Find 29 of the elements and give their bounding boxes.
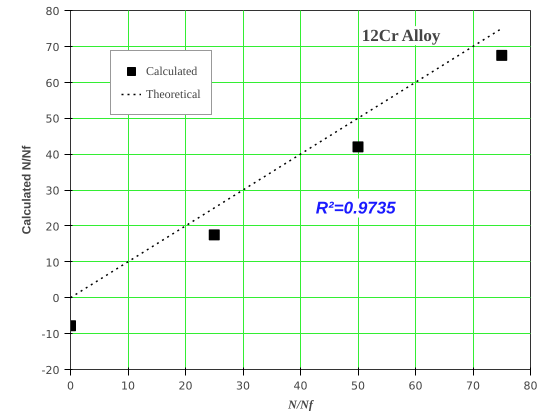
text: 12Cr Alloy — [362, 26, 441, 46]
annotation: R²=0.9735 — [316, 198, 396, 218]
legend-label: Theoretical — [146, 86, 201, 102]
x-tick-label: 0 — [67, 380, 74, 392]
y-axis-title: Calculated N/Nf — [20, 144, 34, 234]
x-axis-title: N/Nf — [287, 398, 314, 412]
x-tick-label: 20 — [178, 380, 192, 392]
y-tick-label: 70 — [46, 40, 60, 54]
y-tick-label: 0 — [52, 292, 60, 306]
x-tick-label: 40 — [294, 380, 308, 392]
y-tick-label: 40 — [46, 148, 60, 162]
y-tick-label: 80 — [46, 5, 60, 18]
x-tick-label: 80 — [524, 380, 538, 392]
y-tick-label: 30 — [46, 184, 60, 198]
y-tick-label: 60 — [46, 76, 60, 90]
point — [208, 229, 220, 240]
y-tick-label: 20 — [46, 220, 60, 234]
point — [496, 50, 508, 61]
x-tick-label: 60 — [408, 380, 422, 392]
point — [352, 141, 364, 152]
x-tick-label: 30 — [236, 380, 250, 392]
x-tick-label: 50 — [351, 380, 365, 392]
y-tick-label: -20 — [42, 364, 60, 377]
x-tick-label: 10 — [121, 380, 135, 392]
y-tick-label: -10 — [42, 328, 60, 342]
x-tick-label: 70 — [466, 380, 480, 392]
legend-label: Calculated — [146, 64, 198, 78]
y-tick-label: 50 — [46, 112, 60, 126]
y-tick-label: 10 — [46, 256, 60, 270]
